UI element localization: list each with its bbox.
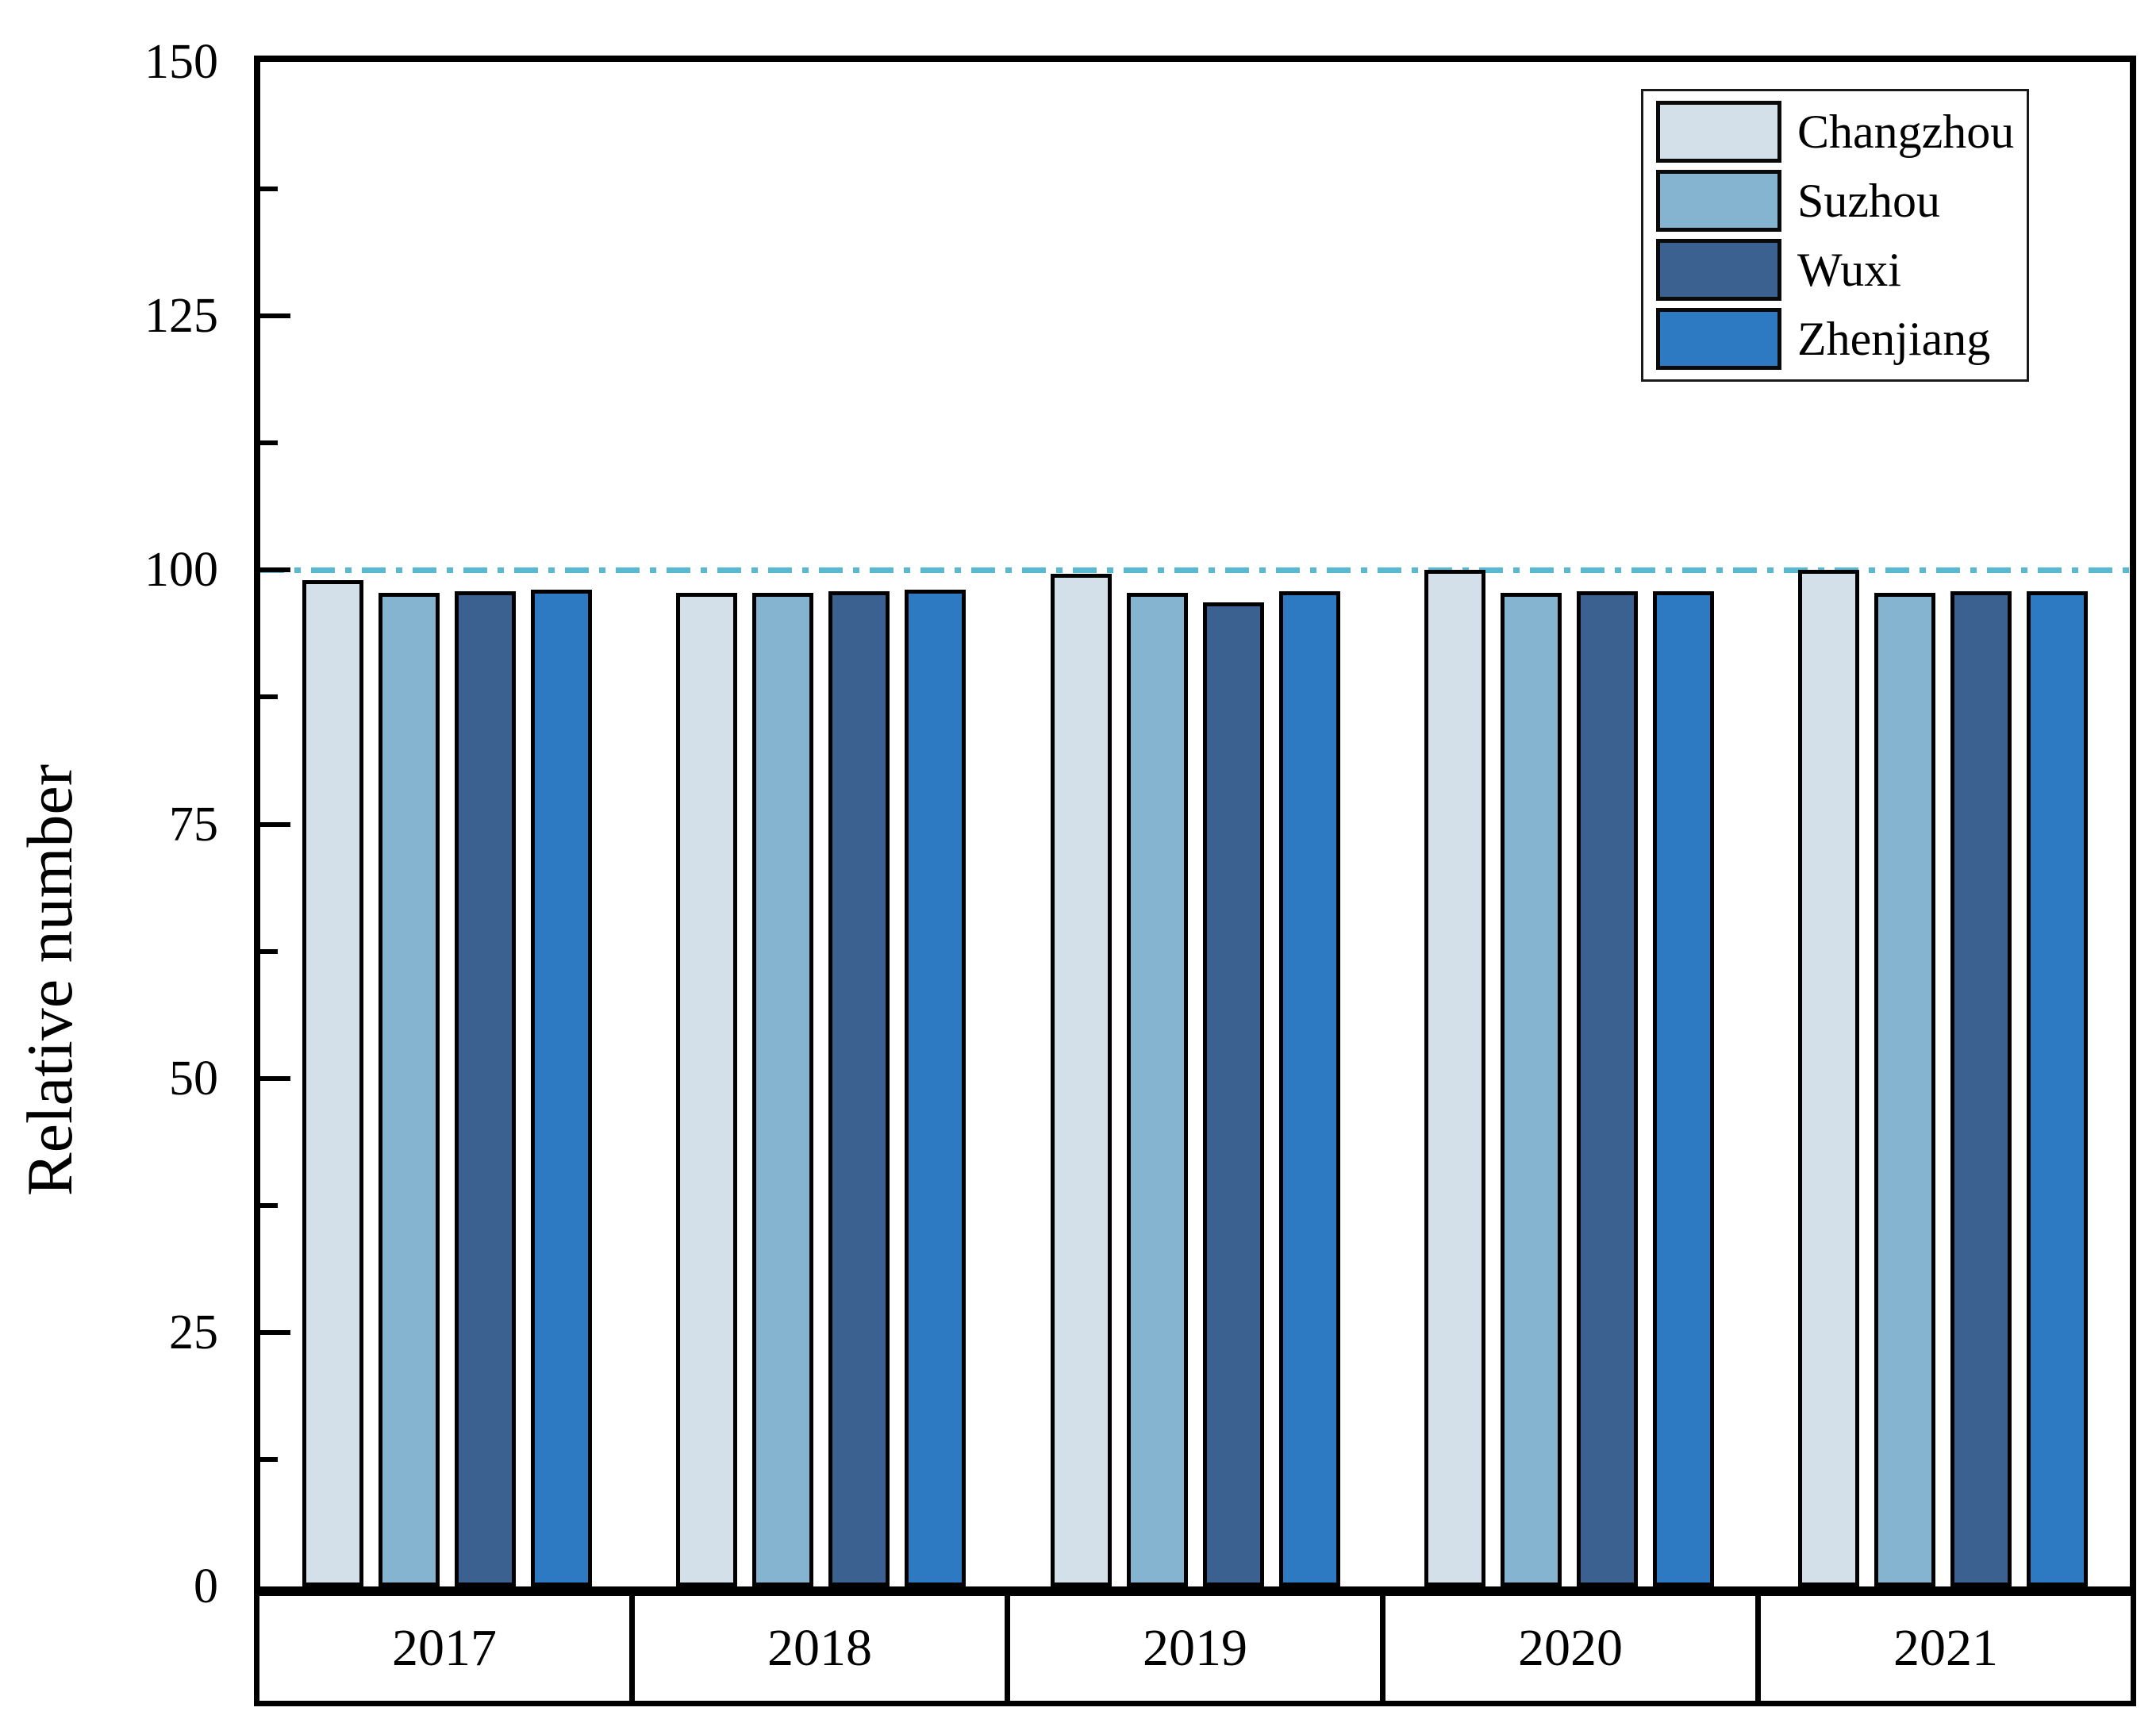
legend-label-zhenjiang: Zhenjiang	[1797, 313, 1991, 365]
x-category-2018: 2018	[629, 1590, 1010, 1706]
y-tick-label-150: 150	[144, 35, 218, 89]
x-axis-category-row: 2017 2018 2019 2020 2021	[254, 1590, 2136, 1706]
legend-item-wuxi: Wuxi	[1656, 239, 2014, 301]
bar-2018-changzhou	[676, 592, 738, 1586]
y-tick-label-125: 125	[144, 289, 218, 344]
minor-tick-y37.5	[260, 1202, 278, 1208]
major-tick-y100	[260, 567, 290, 573]
x-category-2020: 2020	[1380, 1590, 1761, 1706]
major-tick-y50	[260, 1075, 290, 1081]
x-category-2017: 2017	[254, 1590, 635, 1706]
reference-line-100	[260, 567, 2130, 574]
legend-label-wuxi: Wuxi	[1797, 244, 1901, 296]
y-tick-label-25: 25	[169, 1305, 218, 1359]
bar-2021-wuxi	[1950, 591, 2012, 1586]
minor-tick-y112.5	[260, 440, 278, 446]
bar-2017-changzhou	[302, 580, 364, 1586]
bar-2019-changzhou	[1050, 574, 1112, 1586]
bar-2020-changzhou	[1424, 570, 1485, 1586]
bar-2017-wuxi	[455, 591, 517, 1586]
legend-swatch-zhenjiang	[1656, 308, 1781, 370]
legend-label-changzhou: Changzhou	[1797, 106, 2015, 158]
legend-swatch-suzhou	[1656, 170, 1781, 232]
y-tick-label-100: 100	[144, 543, 218, 598]
x-category-2021: 2021	[1755, 1590, 2136, 1706]
bar-2019-suzhou	[1126, 592, 1188, 1586]
legend-swatch-wuxi	[1656, 239, 1781, 301]
bar-2021-changzhou	[1797, 570, 1859, 1586]
major-tick-y25	[260, 1329, 290, 1335]
y-tick-label-0: 0	[194, 1559, 218, 1613]
minor-tick-y62.5	[260, 948, 278, 954]
bar-2017-zhenjiang	[531, 589, 593, 1586]
bar-2021-zhenjiang	[2026, 591, 2088, 1586]
bar-2017-suzhou	[379, 592, 440, 1586]
minor-tick-y137.5	[260, 187, 278, 192]
bar-2018-zhenjiang	[905, 589, 967, 1586]
bar-2019-zhenjiang	[1278, 591, 1340, 1586]
minor-tick-y12.5	[260, 1456, 278, 1462]
legend: Changzhou Suzhou Wuxi Zhenjiang	[1641, 89, 2030, 382]
bar-2021-suzhou	[1874, 592, 1935, 1586]
bar-2020-zhenjiang	[1652, 591, 1714, 1586]
major-tick-y75	[260, 821, 290, 827]
y-tick-label-50: 50	[169, 1051, 218, 1106]
bar-2019-wuxi	[1202, 602, 1264, 1586]
major-tick-y125	[260, 313, 290, 319]
legend-item-suzhou: Suzhou	[1656, 170, 2014, 232]
legend-item-changzhou: Changzhou	[1656, 101, 2014, 163]
legend-item-zhenjiang: Zhenjiang	[1656, 308, 2014, 370]
minor-tick-y87.5	[260, 694, 278, 700]
bar-2018-wuxi	[828, 591, 890, 1586]
legend-label-suzhou: Suzhou	[1797, 175, 1940, 227]
y-tick-label-75: 75	[169, 797, 218, 852]
x-category-2019: 2019	[1005, 1590, 1385, 1706]
bar-2020-wuxi	[1576, 591, 1638, 1586]
bar-2020-suzhou	[1500, 592, 1562, 1586]
legend-swatch-changzhou	[1656, 101, 1781, 163]
bar-2018-suzhou	[752, 592, 814, 1586]
